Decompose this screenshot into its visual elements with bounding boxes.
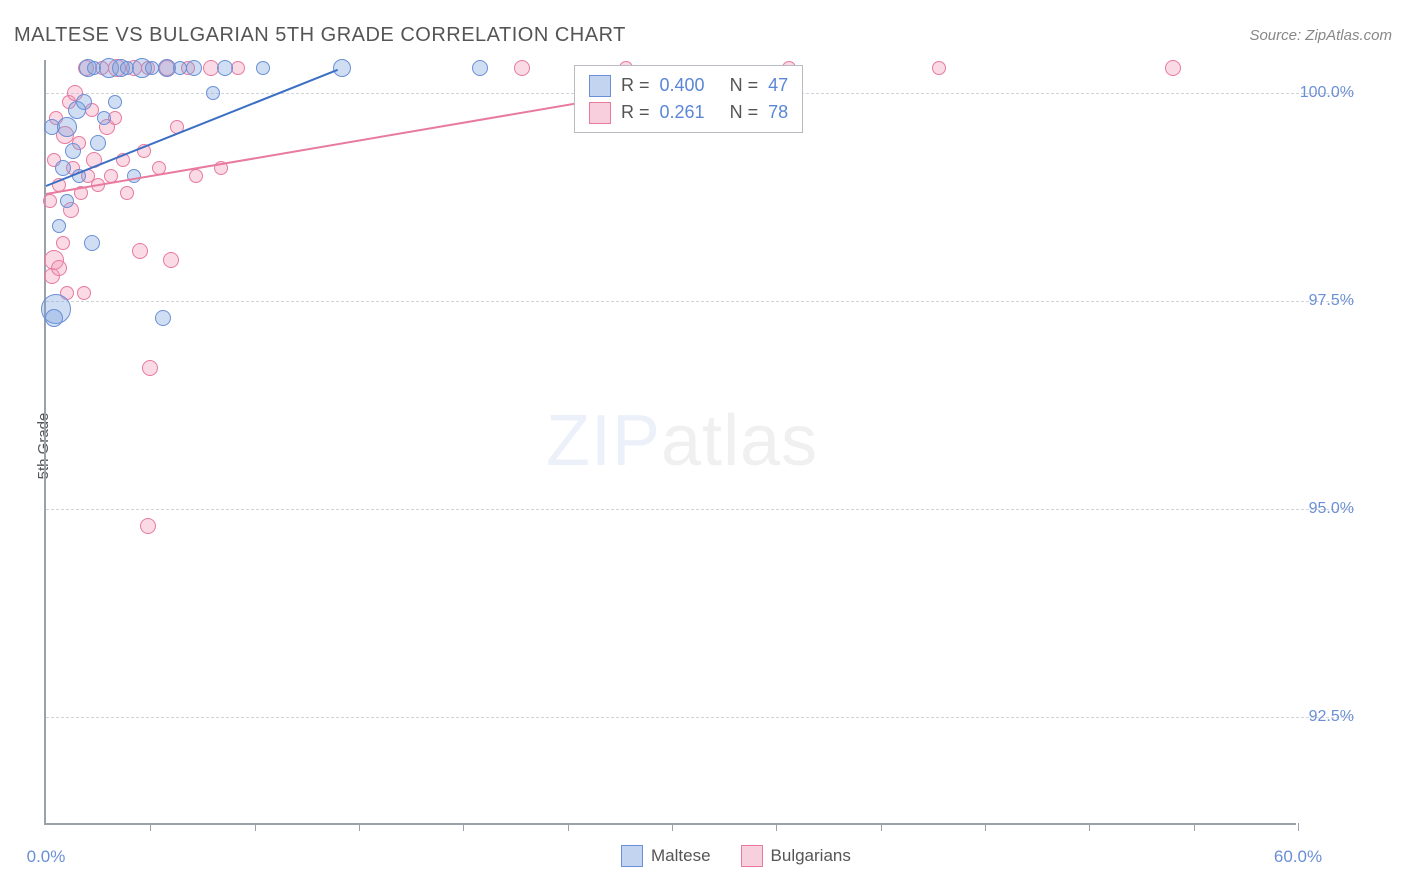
gridline [46, 717, 1354, 718]
legend-swatch [589, 102, 611, 124]
chart-title: MALTESE VS BULGARIAN 5TH GRADE CORRELATI… [14, 24, 626, 47]
scatter-point-bulgarians [514, 60, 530, 76]
scatter-point-maltese [60, 194, 74, 208]
stat-n-label: N = [715, 99, 759, 126]
scatter-point-maltese [45, 309, 63, 327]
series-legend-item: Bulgarians [741, 845, 851, 867]
scatter-point-maltese [65, 143, 81, 159]
x-tick [881, 823, 882, 831]
scatter-point-maltese [108, 95, 122, 109]
stat-r-value: 0.400 [660, 72, 705, 99]
scatter-point-bulgarians [163, 252, 179, 268]
stat-n-label: N = [715, 72, 759, 99]
scatter-point-maltese [186, 60, 202, 76]
legend-swatch [741, 845, 763, 867]
stat-r-value: 0.261 [660, 99, 705, 126]
scatter-point-maltese [57, 117, 77, 137]
stat-n-value: 47 [768, 72, 788, 99]
legend-swatch [589, 75, 611, 97]
x-tick [255, 823, 256, 831]
gridline [46, 301, 1354, 302]
scatter-point-bulgarians [1165, 60, 1181, 76]
chart-source: Source: ZipAtlas.com [1249, 27, 1392, 44]
scatter-point-maltese [256, 61, 270, 75]
stats-legend: R = 0.400 N = 47 R = 0.261 N = 78 [574, 65, 803, 133]
x-tick [672, 823, 673, 831]
x-axis-label: 0.0% [27, 847, 66, 867]
scatter-point-bulgarians [77, 286, 91, 300]
scatter-point-maltese [90, 135, 106, 151]
scatter-point-maltese [472, 60, 488, 76]
x-tick [150, 823, 151, 831]
scatter-point-bulgarians [132, 243, 148, 259]
gridline [46, 509, 1354, 510]
scatter-point-bulgarians [43, 194, 57, 208]
x-tick [463, 823, 464, 831]
y-tick-label: 95.0% [1296, 500, 1354, 518]
scatter-point-maltese [55, 160, 71, 176]
scatter-point-maltese [76, 94, 92, 110]
y-tick-label: 92.5% [1296, 708, 1354, 726]
series-legend: Maltese Bulgarians [621, 845, 851, 867]
scatter-point-bulgarians [140, 518, 156, 534]
plot-region: ZIPatlas 100.0%97.5%95.0%92.5%0.0%60.0%R… [44, 60, 1296, 825]
series-legend-item: Maltese [621, 845, 711, 867]
watermark-text: ZIPatlas [546, 400, 818, 482]
x-tick [359, 823, 360, 831]
y-tick-label: 97.5% [1296, 292, 1354, 310]
y-tick-label: 100.0% [1296, 84, 1354, 102]
x-tick [1089, 823, 1090, 831]
stat-r-label: R = [621, 99, 650, 126]
series-legend-label: Maltese [651, 846, 711, 866]
x-tick [1298, 823, 1299, 831]
scatter-point-bulgarians [51, 260, 67, 276]
x-tick [1194, 823, 1195, 831]
scatter-point-maltese [217, 60, 233, 76]
scatter-point-maltese [84, 235, 100, 251]
x-axis-label: 60.0% [1274, 847, 1322, 867]
legend-swatch [621, 845, 643, 867]
scatter-point-maltese [52, 219, 66, 233]
scatter-point-bulgarians [56, 236, 70, 250]
stat-n-value: 78 [768, 99, 788, 126]
scatter-point-bulgarians [189, 169, 203, 183]
scatter-point-maltese [173, 61, 187, 75]
scatter-point-bulgarians [203, 60, 219, 76]
scatter-point-maltese [155, 310, 171, 326]
scatter-point-maltese [97, 111, 111, 125]
x-tick [985, 823, 986, 831]
scatter-point-bulgarians [142, 360, 158, 376]
scatter-point-bulgarians [120, 186, 134, 200]
x-tick [568, 823, 569, 831]
stats-legend-row: R = 0.261 N = 78 [589, 99, 788, 126]
scatter-point-maltese [206, 86, 220, 100]
series-legend-label: Bulgarians [771, 846, 851, 866]
stats-legend-row: R = 0.400 N = 47 [589, 72, 788, 99]
stat-r-label: R = [621, 72, 650, 99]
scatter-point-bulgarians [932, 61, 946, 75]
x-tick [776, 823, 777, 831]
